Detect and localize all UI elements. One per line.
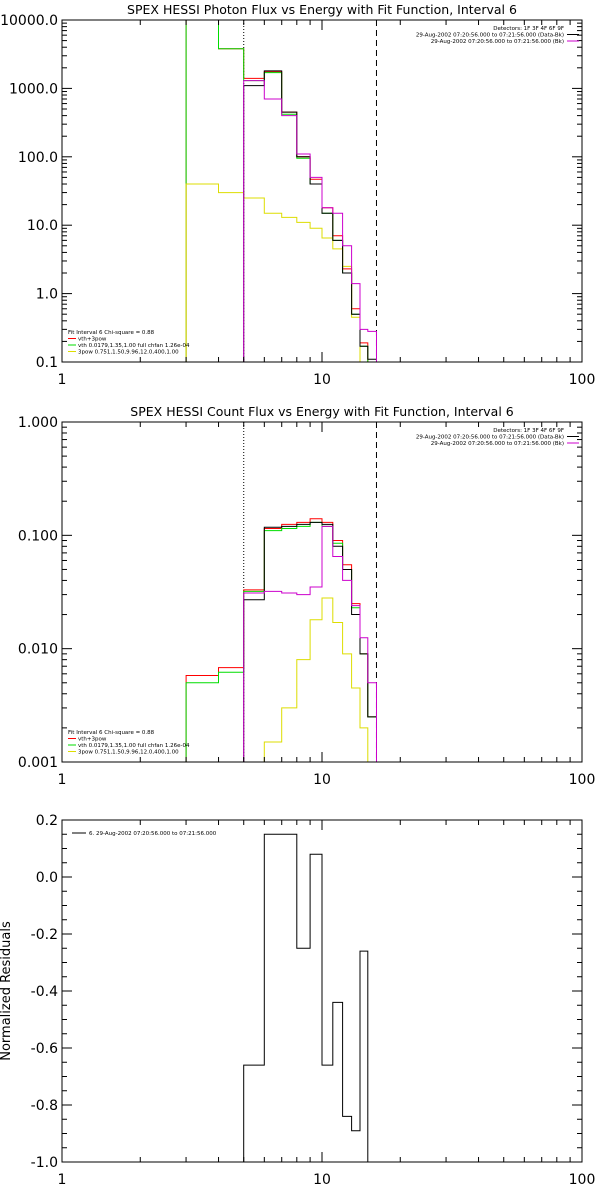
count-flux-y-tick-label: 1.000 [18,415,58,431]
residuals-y-axis-label: Normalized Residuals [0,921,14,1061]
residuals-y-tick-label: 0.2 [36,813,58,829]
photon-flux-y-tick-label: 10.0 [27,218,58,234]
photon-flux-y-tick-label: 100.0 [18,150,58,166]
photon-flux-legend-footer-line: vth 0.0179,1.35,1.00 full chfan 1.26e-04 [78,343,190,349]
residuals-x-axis: 1 10 100 [58,820,596,1188]
photon-flux-legend-header-line: 29-Aug-2002 07:20:56.000 to 07:21:56.000… [416,33,564,39]
count-flux-legend-header-line: 29-Aug-2002 07:20:56.000 to 07:21:56.000… [431,441,564,447]
photon-flux-series-3 [243,70,377,362]
count-flux-legend-header-line: 29-Aug-2002 07:20:56.000 to 07:21:56.000… [416,435,564,441]
residuals-y-tick-label: -0.2 [31,927,58,943]
count-flux-legend-footer-line: 3pow 0.751,1.50,9.96,12.0,400,1.00 [78,750,179,756]
photon-flux-plot-area [185,20,377,362]
count-flux-y-tick-label: 0.010 [18,642,58,658]
photon-flux-legend-footer-line: vth+3pow [78,337,107,343]
count-flux-series-4 [243,525,377,762]
residuals-series-0 [243,833,369,1162]
residuals-y-tick-label: -0.4 [31,984,58,1000]
photon-flux-legend-footer-line: 3pow 0.751,1.50,9.96,12.0,400,1.00 [78,350,179,356]
residuals-y-axis: 0.2 0.0 -0.2 -0.4 -0.6 -0.8 -1.0 [31,813,582,1171]
photon-flux-x-axis: 1 10 100 [58,20,596,388]
photon-flux-x-tick-label: 100 [569,372,596,388]
residuals-legend: 6. 29-Aug-2002 07:20:56.000 to 07:21:56.… [72,831,217,837]
photon-flux-y-tick-label: 0.1 [36,355,58,371]
count-flux-legend-footer: Fit Interval 6 Chi-square = 0.88vth+3pow… [68,730,190,756]
count-flux-plot-frame [61,421,583,763]
count-flux-legend-footer-line: vth+3pow [78,737,107,743]
photon-flux-x-tick-label: 1 [58,372,67,388]
residuals-x-tick-label: 100 [569,1172,596,1188]
photon-flux-x-tick-label: 10 [313,372,331,388]
count-flux-title: SPEX HESSI Count Flux vs Energy with Fit… [130,404,513,419]
residuals-y-tick-label: -0.8 [31,1098,58,1114]
residuals-y-tick-label: -1.0 [31,1155,58,1171]
count-flux-x-tick-label: 100 [569,772,596,788]
count-flux-legend-header-line: Detectors: 1F 3F 4F 6F 9F [493,428,564,434]
photon-flux-series-2 [185,183,369,362]
photon-flux-y-tick-label: 10000.0 [0,13,58,29]
photon-flux-title: SPEX HESSI Photon Flux vs Energy with Fi… [127,2,517,17]
chart-count-flux: SPEX HESSI Count Flux vs Energy with Fit… [18,404,595,788]
photon-flux-legend-header-line: Detectors: 1F 3F 4F 6F 9F [493,26,564,32]
count-flux-series-2 [263,597,377,762]
count-flux-x-tick-label: 1 [58,772,67,788]
count-flux-y-tick-label: 0.001 [18,755,58,771]
residuals-y-tick-label: -0.6 [31,1041,58,1057]
residuals-y-tick-label: 0.0 [36,870,58,886]
count-flux-series-1 [185,521,389,762]
photon-flux-y-tick-label: 1.0 [36,287,58,303]
photon-flux-series-0 [185,20,369,362]
count-flux-y-axis: 1.000 0.100 0.010 0.001 [18,415,582,771]
chart-residuals: 1 10 100 0.2 0.0 -0.2 -0.4 -0.6 -0.8 -1.0 Normaliz… [0,813,595,1188]
photon-flux-y-axis: 10000.0 1000.0 100.0 10.0 1.0 0.1 [0,13,582,371]
count-flux-y-tick-label: 0.100 [18,528,58,544]
chart-photon-flux: SPEX HESSI Photon Flux vs Energy with Fi… [0,2,595,388]
residuals-x-tick-label: 10 [313,1172,331,1188]
photon-flux-legend-footer: Fit Interval 6 Chi-square = 0.88vth+3pow… [68,330,190,356]
residuals-plot-area [243,833,369,1162]
count-flux-x-axis: 1 10 100 [58,422,596,788]
count-flux-legend-footer-line: vth 0.0179,1.35,1.00 full chfan 1.26e-04 [78,743,190,749]
photon-flux-y-tick-label: 1000.0 [9,81,58,97]
count-flux-legend-footer-line: Fit Interval 6 Chi-square = 0.88 [68,730,155,736]
photon-flux-legend-header-line: 29-Aug-2002 07:20:56.000 to 07:21:56.000… [431,39,564,45]
residuals-x-tick-label: 1 [58,1172,67,1188]
count-flux-series-3 [243,521,377,762]
count-flux-x-tick-label: 10 [313,772,331,788]
count-flux-plot-area [185,422,401,762]
photon-flux-legend-footer-line: Fit Interval 6 Chi-square = 0.88 [68,330,155,336]
photon-flux-series-4 [243,80,377,362]
residuals-legend-label: 6. 29-Aug-2002 07:20:56.000 to 07:21:56.… [89,831,217,837]
